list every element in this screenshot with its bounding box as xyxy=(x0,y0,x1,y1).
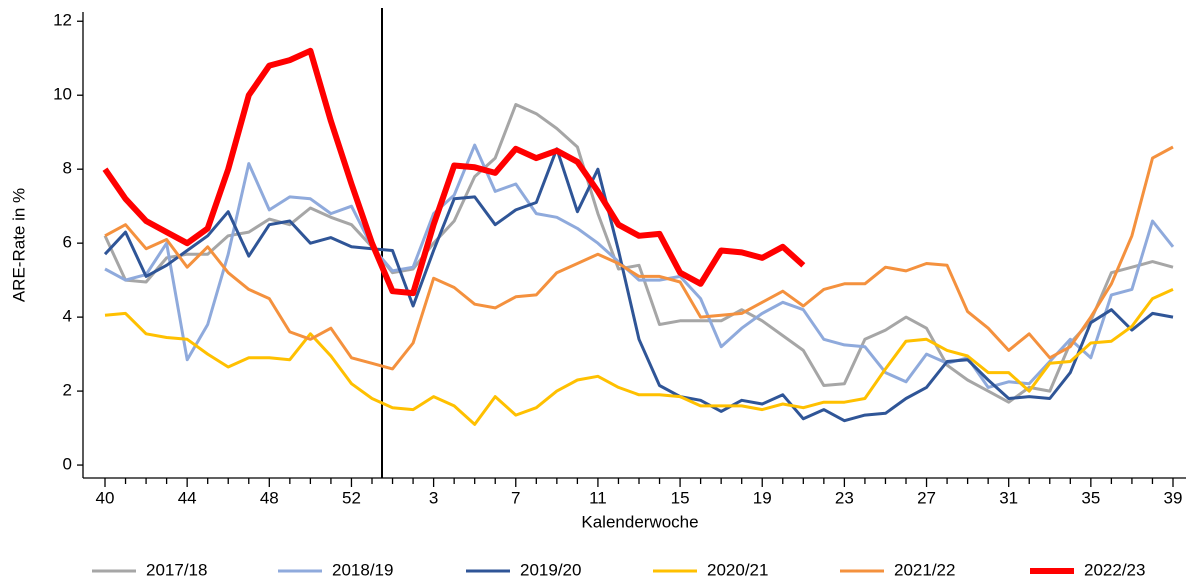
legend-label: 2022/23 xyxy=(1084,560,1145,579)
x-tick-label: 39 xyxy=(1164,488,1183,507)
legend-label: 2020/21 xyxy=(707,560,768,579)
y-tick-label: 2 xyxy=(63,381,72,400)
x-tick-label: 40 xyxy=(96,488,115,507)
legend-label: 2019/20 xyxy=(520,560,581,579)
x-tick-label: 15 xyxy=(671,488,690,507)
x-tick-label: 27 xyxy=(917,488,936,507)
x-tick-label: 44 xyxy=(178,488,197,507)
y-tick-label: 8 xyxy=(63,159,72,178)
x-tick-label: 11 xyxy=(589,488,607,507)
x-tick-label: 19 xyxy=(753,488,772,507)
x-tick-label: 31 xyxy=(999,488,1018,507)
legend-label: 2017/18 xyxy=(146,560,207,579)
y-tick-label: 6 xyxy=(63,233,72,252)
y-tick-label: 12 xyxy=(53,11,72,30)
x-tick-label: 48 xyxy=(260,488,279,507)
series-line xyxy=(103,147,1174,423)
x-axis-title: Kalenderwoche xyxy=(581,512,698,531)
x-tick-label: 35 xyxy=(1081,488,1100,507)
series-line xyxy=(102,47,806,297)
y-tick-label: 0 xyxy=(63,455,72,474)
x-tick-label: 23 xyxy=(835,488,854,507)
y-tick-label: 10 xyxy=(53,85,72,104)
legend-label: 2021/22 xyxy=(894,560,955,579)
series-line xyxy=(104,145,1174,371)
x-tick-label: 52 xyxy=(342,488,361,507)
y-axis-title: ARE-Rate in % xyxy=(9,188,28,302)
series-line xyxy=(104,288,1174,426)
x-tick-label: 7 xyxy=(511,488,520,507)
legend-label: 2018/19 xyxy=(332,560,393,579)
y-tick-label: 4 xyxy=(63,307,72,326)
x-tick-label: 3 xyxy=(429,488,438,507)
